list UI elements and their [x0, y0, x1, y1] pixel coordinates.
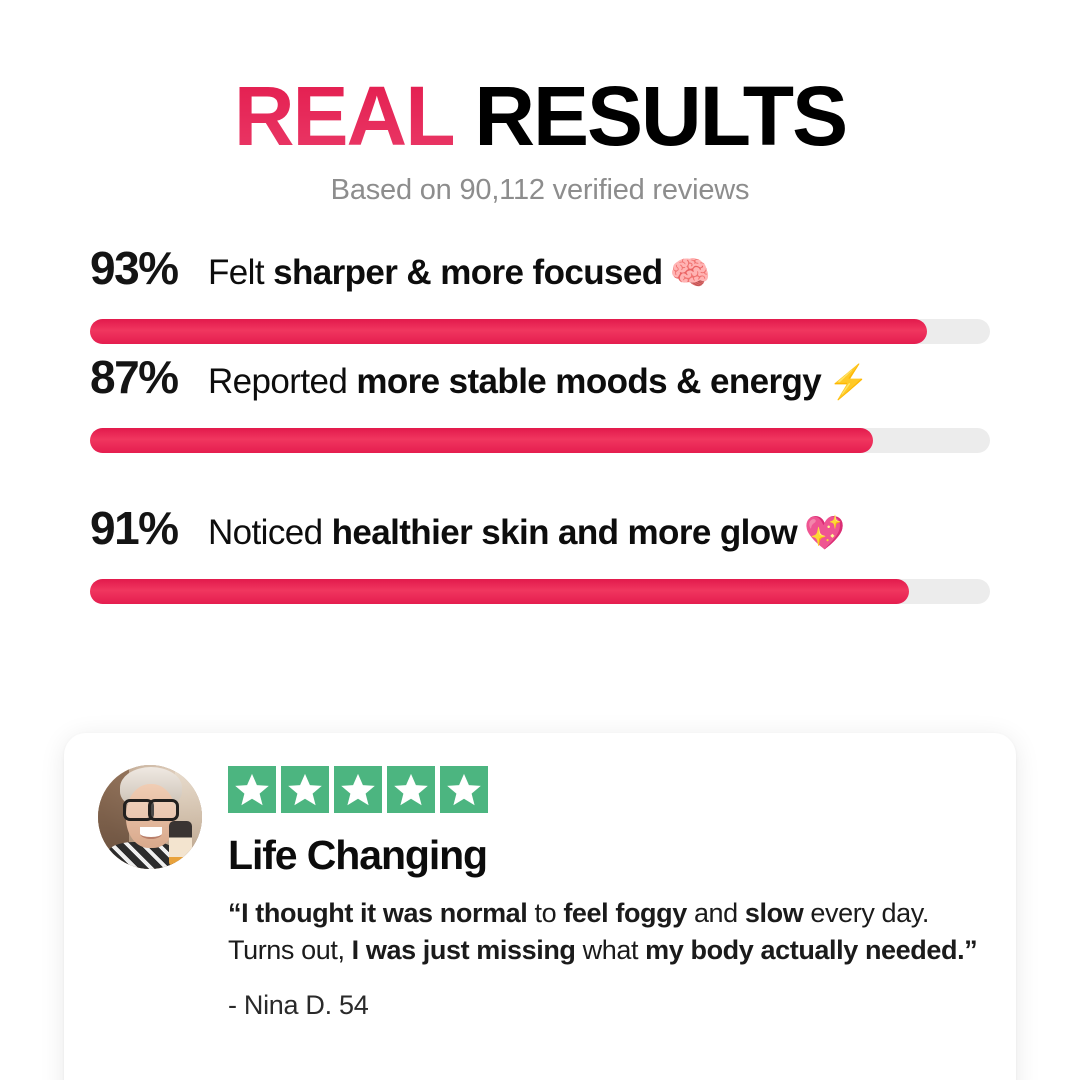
- progress-fill: [90, 319, 927, 344]
- review-body-seg: what: [575, 934, 646, 965]
- progress-fill: [90, 428, 873, 453]
- stat-row: 87% Reported more stable moods & energy …: [90, 350, 990, 453]
- stat-percent: 91%: [90, 502, 179, 554]
- review-body-seg: my body actually needed.”: [645, 934, 978, 965]
- stat-text: Felt sharper & more focused: [208, 253, 663, 293]
- star-icon: [440, 766, 488, 813]
- sparkling-heart-emoji: 💖: [804, 514, 846, 551]
- page-title: REAL RESULTS: [0, 74, 1080, 158]
- review-body-seg: Turns out,: [228, 934, 352, 965]
- page-title-accent: REAL: [233, 69, 455, 163]
- star-icon: [387, 766, 435, 813]
- progress-track: [90, 319, 990, 344]
- star-icon: [228, 766, 276, 813]
- stats-list: 93% Felt sharper & more focused 🧠 87% Re…: [0, 241, 1080, 604]
- review-body: “I thought it was normal to feel foggy a…: [228, 895, 982, 968]
- stat-percent: 93%: [90, 242, 179, 294]
- stat-lead: Reported: [208, 362, 357, 401]
- stat-text: Noticed healthier skin and more glow: [208, 513, 798, 553]
- high-voltage-emoji: ⚡: [828, 363, 870, 400]
- review-card: Life Changing “I thought it was normal t…: [64, 733, 1016, 1080]
- star-rating: [228, 766, 982, 813]
- progress-fill: [90, 579, 909, 604]
- review-body-seg: slow: [744, 898, 804, 929]
- review-body-seg: and: [686, 898, 745, 929]
- stat-label-line: 87% Reported more stable moods & energy …: [90, 350, 990, 412]
- page-subtitle: Based on 90,112 verified reviews: [330, 174, 750, 206]
- stat-label-line: 93% Felt sharper & more focused 🧠: [90, 241, 990, 303]
- review-body-seg: “I thought it was normal: [228, 898, 528, 929]
- stat-label-line: 91% Noticed healthier skin and more glow…: [90, 501, 990, 563]
- star-icon: [334, 766, 382, 813]
- review-body-seg: every day.: [803, 898, 929, 929]
- stat-text: Reported more stable moods & energy: [208, 362, 822, 402]
- avatar: [98, 765, 202, 869]
- review-title: Life Changing: [228, 832, 488, 878]
- star-icon: [281, 766, 329, 813]
- review-header: Life Changing “I thought it was normal t…: [98, 763, 982, 1021]
- review-author: - Nina D. 54: [228, 989, 369, 1020]
- brain-emoji: 🧠: [669, 254, 711, 291]
- stat-lead: Felt: [208, 253, 274, 292]
- page-header: REAL RESULTS Based on 90,112 verified re…: [0, 0, 1080, 207]
- stat-bold: more stable moods & energy: [356, 362, 822, 401]
- review-body-seg: I was just missing: [351, 934, 576, 965]
- page-title-rest: RESULTS: [474, 69, 848, 163]
- progress-track: [90, 428, 990, 453]
- progress-track: [90, 579, 990, 604]
- stat-bold: sharper & more focused: [273, 253, 663, 292]
- review-body-seg: feel foggy: [563, 898, 687, 929]
- stat-lead: Noticed: [208, 513, 332, 552]
- stat-row: 93% Felt sharper & more focused 🧠: [90, 241, 990, 344]
- stat-percent: 87%: [90, 351, 179, 403]
- stat-bold: healthier skin and more glow: [331, 513, 798, 552]
- stat-row: 91% Noticed healthier skin and more glow…: [90, 501, 990, 604]
- review-content: Life Changing “I thought it was normal t…: [228, 763, 982, 1021]
- review-body-seg: to: [527, 898, 564, 929]
